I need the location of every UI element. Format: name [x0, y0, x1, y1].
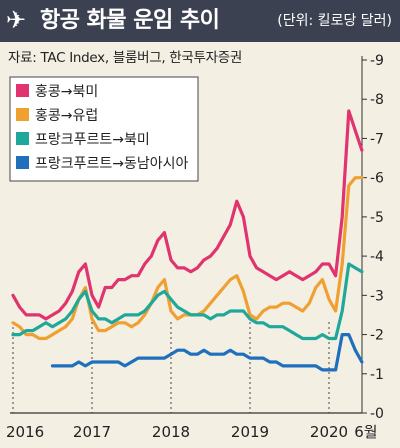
- y-tick-label: -9: [370, 53, 384, 69]
- series-line: [11, 262, 364, 341]
- legend-swatch: [16, 156, 29, 169]
- x-tick-label: 2017: [73, 423, 111, 441]
- x-tick-label: 6월: [354, 423, 377, 441]
- legend-label: 프랑크푸르트→북미: [35, 132, 150, 148]
- x-tick-label: 2018: [152, 423, 190, 441]
- legend-swatch: [16, 132, 29, 145]
- legend-box: [9, 76, 199, 182]
- y-tick-label: -0: [370, 406, 384, 422]
- legend-swatch: [16, 84, 29, 97]
- series-line: [50, 333, 364, 372]
- y-tick-label: -3: [370, 288, 384, 304]
- x-tick-label: 2016: [6, 423, 44, 441]
- y-tick-label: -2: [370, 328, 384, 344]
- y-tick-label: -6: [370, 171, 384, 187]
- x-tick-label: 2020: [310, 423, 348, 441]
- series-line: [11, 109, 364, 321]
- legend-swatch: [16, 108, 29, 121]
- legend-label: 홍콩→유럽: [35, 108, 98, 124]
- unit-label: (단위: 킬로당 달러): [277, 13, 392, 29]
- y-tick-label: -4: [370, 249, 384, 265]
- y-tick-label: -7: [370, 131, 384, 147]
- airplane-icon: ✈: [6, 6, 27, 34]
- header-bar: ✈ 항공 화물 운임 추이 (단위: 킬로당 달러): [0, 0, 400, 42]
- legend-label: 프랑크푸르트→동남아시아: [35, 156, 189, 172]
- y-tick-label: -5: [370, 210, 384, 226]
- series-line: [11, 176, 364, 341]
- source-note: 자료: TAC Index, 블룸버그, 한국투자증권: [8, 50, 243, 66]
- x-tick-label: 2019: [231, 423, 269, 441]
- legend-label: 홍콩→북미: [35, 84, 98, 100]
- y-tick-label: -1: [370, 367, 384, 383]
- chart-title: 항공 화물 운임 추이: [40, 8, 220, 33]
- y-tick-label: -8: [370, 92, 384, 108]
